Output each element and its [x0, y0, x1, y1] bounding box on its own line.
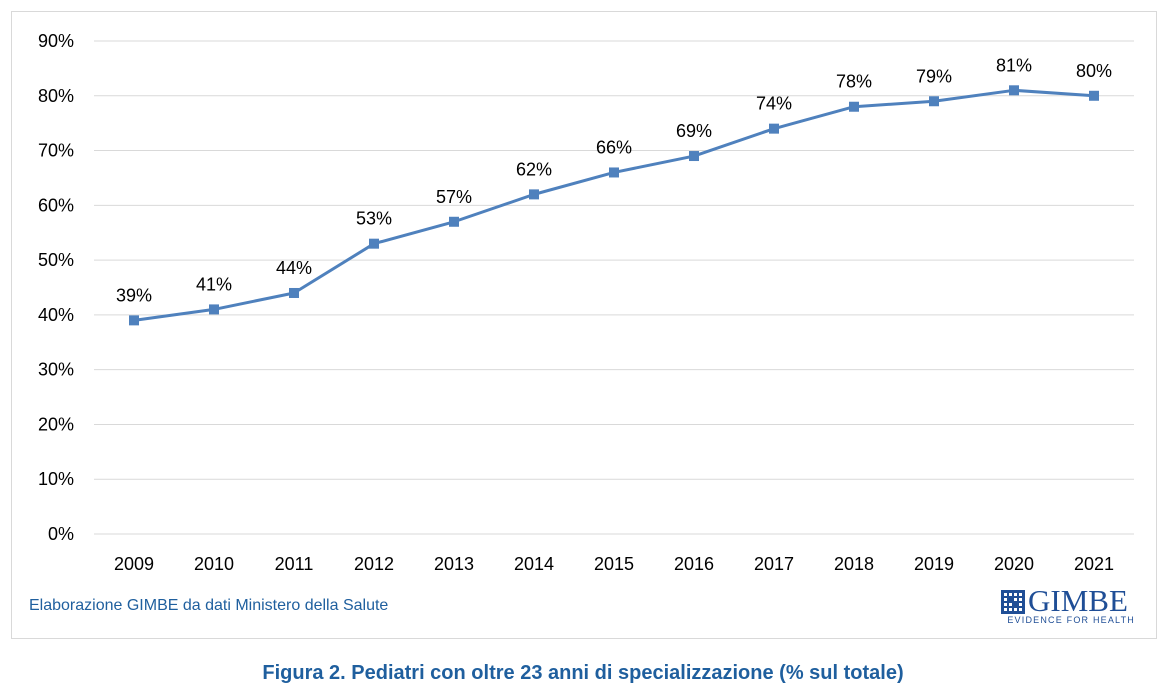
y-tick-label: 0% — [48, 524, 74, 544]
data-point-marker — [689, 151, 699, 162]
data-point-marker — [1009, 85, 1019, 96]
data-point-marker — [369, 238, 379, 249]
y-axis-tick-labels: 0% 10% 20% 30% 40% 50% 60% 70% 80% 90% — [38, 31, 74, 544]
y-tick-label: 90% — [38, 31, 74, 51]
data-point-marker — [129, 315, 139, 326]
data-point-marker — [1089, 90, 1099, 101]
y-tick-label: 70% — [38, 141, 74, 161]
x-tick-label: 2018 — [834, 554, 874, 574]
data-label: 79% — [916, 66, 952, 86]
data-point-marker — [209, 304, 219, 315]
y-tick-label: 80% — [38, 86, 74, 106]
figure-caption: Figura 2. Pediatri con oltre 23 anni di … — [262, 662, 904, 684]
x-axis-tick-labels: 2009 2010 2011 2012 2013 2014 2015 2016 2017 2018… — [114, 554, 1114, 574]
data-point-marker — [929, 96, 939, 107]
data-label: 39% — [116, 285, 152, 305]
data-label: 74% — [756, 94, 792, 114]
data-label: 41% — [196, 274, 232, 294]
logo-wordmark: GIMBE — [1028, 583, 1128, 618]
x-tick-label: 2009 — [114, 554, 154, 574]
y-tick-label: 10% — [38, 469, 74, 489]
gridlines — [94, 40, 1134, 535]
x-tick-label: 2011 — [275, 554, 314, 574]
data-point-marker — [609, 167, 619, 178]
source-note: Elaborazione GIMBE da dati Ministero del… — [29, 597, 389, 614]
x-tick-label: 2021 — [1074, 554, 1114, 574]
y-tick-label: 20% — [38, 414, 74, 434]
data-point-marker — [849, 101, 859, 112]
x-tick-label: 2019 — [914, 554, 954, 574]
data-label: 53% — [356, 209, 392, 229]
data-label: 80% — [1076, 61, 1112, 81]
data-label: 57% — [436, 187, 472, 207]
data-labels: 39% 41% 44% 53% 57% 62% 66% 69% 74% 78% 79% 81% 80% — [116, 55, 1112, 305]
data-point-marker — [529, 189, 539, 200]
y-tick-label: 50% — [38, 250, 74, 270]
x-tick-label: 2013 — [434, 554, 474, 574]
y-tick-label: 40% — [38, 305, 74, 325]
series-markers — [129, 85, 1099, 326]
x-tick-label: 2014 — [514, 554, 554, 574]
x-tick-label: 2012 — [354, 554, 394, 574]
data-label: 69% — [676, 121, 712, 141]
x-tick-label: 2015 — [594, 554, 634, 574]
x-tick-label: 2020 — [994, 554, 1034, 574]
data-label: 44% — [276, 258, 312, 278]
gimbe-logo: GIMBE EVIDENCE FOR HEALTH — [1001, 583, 1135, 627]
data-point-marker — [769, 123, 779, 134]
x-tick-label: 2016 — [674, 554, 714, 574]
data-label: 78% — [836, 72, 872, 92]
data-label: 66% — [596, 137, 632, 157]
y-tick-label: 60% — [38, 195, 74, 215]
logo-tagline: EVIDENCE FOR HEALTH — [1007, 615, 1135, 625]
y-tick-label: 30% — [38, 360, 74, 380]
data-label: 81% — [996, 55, 1032, 75]
data-point-marker — [289, 287, 299, 298]
x-tick-label: 2017 — [754, 554, 794, 574]
data-label: 62% — [516, 159, 552, 179]
data-point-marker — [449, 216, 459, 227]
gimbe-logo-mark-icon — [1001, 590, 1025, 614]
x-tick-label: 2010 — [194, 554, 234, 574]
